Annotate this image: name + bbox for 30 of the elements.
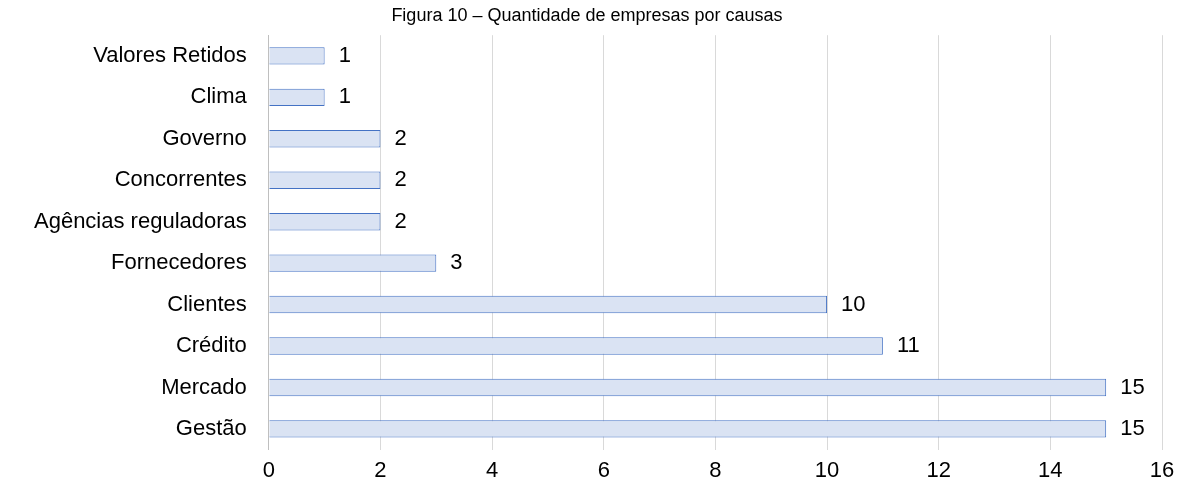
y-tick-label: Agências reguladoras: [33, 207, 247, 233]
x-tick-label: 10: [814, 456, 840, 482]
data-label: 2: [394, 207, 407, 233]
data-label: 15: [1120, 373, 1145, 399]
x-tick-label: 14: [1038, 456, 1063, 482]
x-tick-label: 0: [262, 456, 275, 482]
y-tick-label: Valores Retidos: [93, 41, 247, 67]
y-tick-label: Governo: [162, 124, 247, 150]
y-tick-label: Fornecedores: [111, 249, 247, 275]
data-label: 1: [338, 83, 351, 109]
y-tick-label: Clientes: [167, 290, 247, 316]
y-tick-label: Crédito: [175, 332, 247, 358]
x-tick-label: 2: [374, 456, 387, 482]
data-label: 10: [841, 290, 866, 316]
data-label: 2: [394, 124, 407, 150]
chart-title: Figura 10 – Quantidade de empresas por causas: [391, 5, 783, 26]
data-label: 15: [1120, 414, 1145, 440]
x-tick-label: 8: [709, 456, 722, 482]
data-label: 3: [450, 249, 463, 275]
x-tick-label: 4: [485, 456, 499, 482]
y-tick-label: Clima: [190, 83, 248, 109]
x-tick-label: 12: [926, 456, 951, 482]
data-label: 2: [394, 166, 407, 192]
data-label: 11: [896, 332, 920, 358]
y-tick-label: Gestão: [175, 414, 247, 440]
x-tick-label: 6: [597, 456, 610, 482]
data-label: 1: [338, 41, 351, 67]
y-tick-label: Concorrentes: [114, 166, 247, 192]
y-tick-label: Mercado: [161, 373, 247, 399]
x-tick-label: 16: [1149, 456, 1175, 482]
